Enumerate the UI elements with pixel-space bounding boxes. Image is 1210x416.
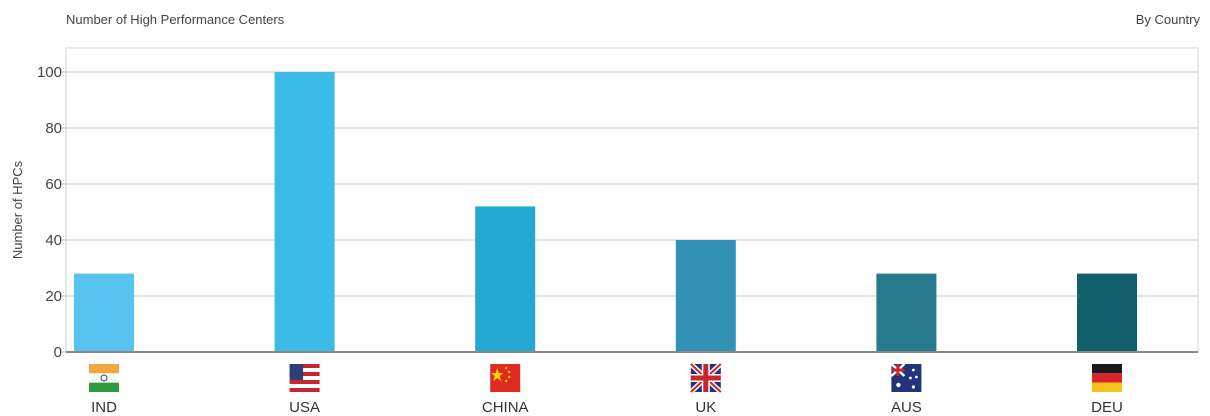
chart-title: Number of High Performance Centers <box>66 12 285 27</box>
uk-flag-icon <box>689 362 723 394</box>
x-tick-label-uk: UK <box>695 399 716 416</box>
y-axis-label: Number of HPCs <box>10 160 25 259</box>
x-tick-label-ind: IND <box>91 399 117 416</box>
x-tick-label-china: CHINA <box>482 399 529 416</box>
x-tick-label-usa: USA <box>289 399 320 416</box>
y-tick-label: 20 <box>45 288 62 305</box>
australia-flag-icon <box>890 363 922 392</box>
x-tick-label-deu: DEU <box>1091 399 1123 416</box>
y-tick-label: 0 <box>54 344 62 361</box>
usa-flag-icon <box>289 364 320 392</box>
y-tick-labels: 0 20 40 60 80 100 <box>37 64 66 361</box>
bar-ind <box>74 273 134 352</box>
y-tick-label: 80 <box>45 120 62 137</box>
country-flags <box>89 362 1122 394</box>
y-tick-label: 60 <box>45 176 62 193</box>
bar-usa <box>274 72 335 352</box>
germany-flag-icon <box>1092 364 1122 392</box>
y-tick-label: 40 <box>45 232 62 249</box>
bar-deu <box>1077 273 1137 352</box>
chart-subtitle: By Country <box>1135 12 1200 27</box>
x-tick-labels: IND USA CHINA UK AUS DEU <box>91 399 1123 416</box>
x-tick-label-aus: AUS <box>891 399 922 416</box>
gridlines <box>65 47 1199 352</box>
china-flag-icon <box>490 364 521 392</box>
y-tick-label: 100 <box>37 64 62 81</box>
india-flag-icon <box>89 364 119 392</box>
bar-aus <box>876 273 937 352</box>
bar-china <box>475 206 536 352</box>
bars <box>74 72 1137 352</box>
bar-uk <box>675 240 736 352</box>
